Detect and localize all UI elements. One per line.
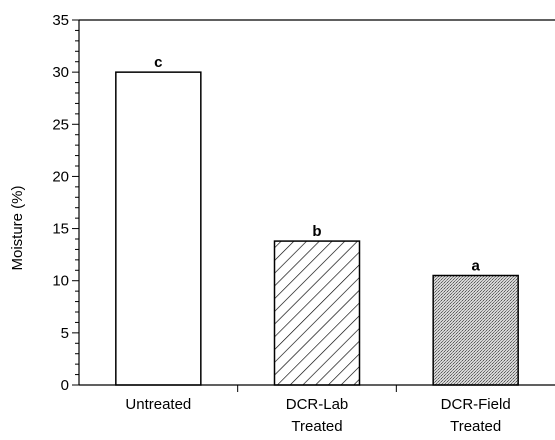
x-category-label: DCR-Lab xyxy=(286,396,349,413)
bars: c b a xyxy=(115,54,519,386)
bar xyxy=(115,71,202,386)
y-axis-title: Moisture (%) xyxy=(9,185,26,270)
bar-significance-label: b xyxy=(312,223,321,240)
bar-significance-label: a xyxy=(471,258,480,275)
y-axis-ticks: 0 5 10 15 20 25 30 35 xyxy=(52,12,79,394)
bar xyxy=(432,274,519,386)
x-category-label: Treated xyxy=(291,418,342,435)
x-category-label: Untreated xyxy=(125,396,191,413)
y-tick-label: 25 xyxy=(52,116,69,133)
y-tick-label: 30 xyxy=(52,64,69,81)
x-category-label: Treated xyxy=(450,418,501,435)
y-tick-label: 20 xyxy=(52,168,69,185)
y-tick-label: 10 xyxy=(52,273,69,290)
bar-significance-label: c xyxy=(154,54,162,71)
y-tick-label: 15 xyxy=(52,221,69,238)
y-tick-label: 5 xyxy=(61,325,69,342)
x-axis-labels: Untreated DCR-Lab Treated DCR-Field Treated xyxy=(125,385,511,435)
bar xyxy=(273,240,361,386)
x-category-label: DCR-Field xyxy=(441,396,511,413)
y-tick-label: 35 xyxy=(52,12,69,29)
y-tick-label: 0 xyxy=(61,377,69,394)
